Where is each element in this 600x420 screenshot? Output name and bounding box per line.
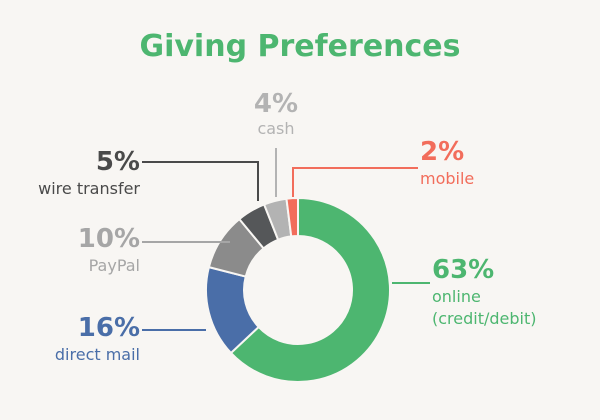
leader-wire-transfer <box>142 161 259 201</box>
category-label-wire-transfer: wire transfer <box>38 179 140 198</box>
percent-label-wire-transfer: 5% <box>96 147 140 177</box>
percent-label-cash: 4% <box>254 89 298 119</box>
donut-slices <box>205 196 391 383</box>
category-label-online-line2: (credit/debit) <box>432 309 537 328</box>
category-label-direct-mail: direct mail <box>55 345 140 364</box>
slice-online <box>229 196 391 383</box>
category-label-online: online <box>432 287 481 306</box>
category-label-paypal: PayPal <box>89 256 140 275</box>
chart-title: Giving Preferences <box>139 29 460 64</box>
category-label-mobile: mobile <box>420 169 474 188</box>
leader-mobile <box>292 167 418 197</box>
leader-lines <box>142 148 430 331</box>
percent-label-paypal: 10% <box>78 224 140 254</box>
slice-mobile <box>285 196 299 238</box>
percent-label-direct-mail: 16% <box>78 313 140 343</box>
slice-labels: 63% online (credit/debit) 16% direct mail 10%… <box>38 89 536 364</box>
category-label-cash: cash <box>257 119 294 138</box>
percent-label-mobile: 2% <box>420 137 464 167</box>
percent-label-online: 63% <box>432 255 494 285</box>
